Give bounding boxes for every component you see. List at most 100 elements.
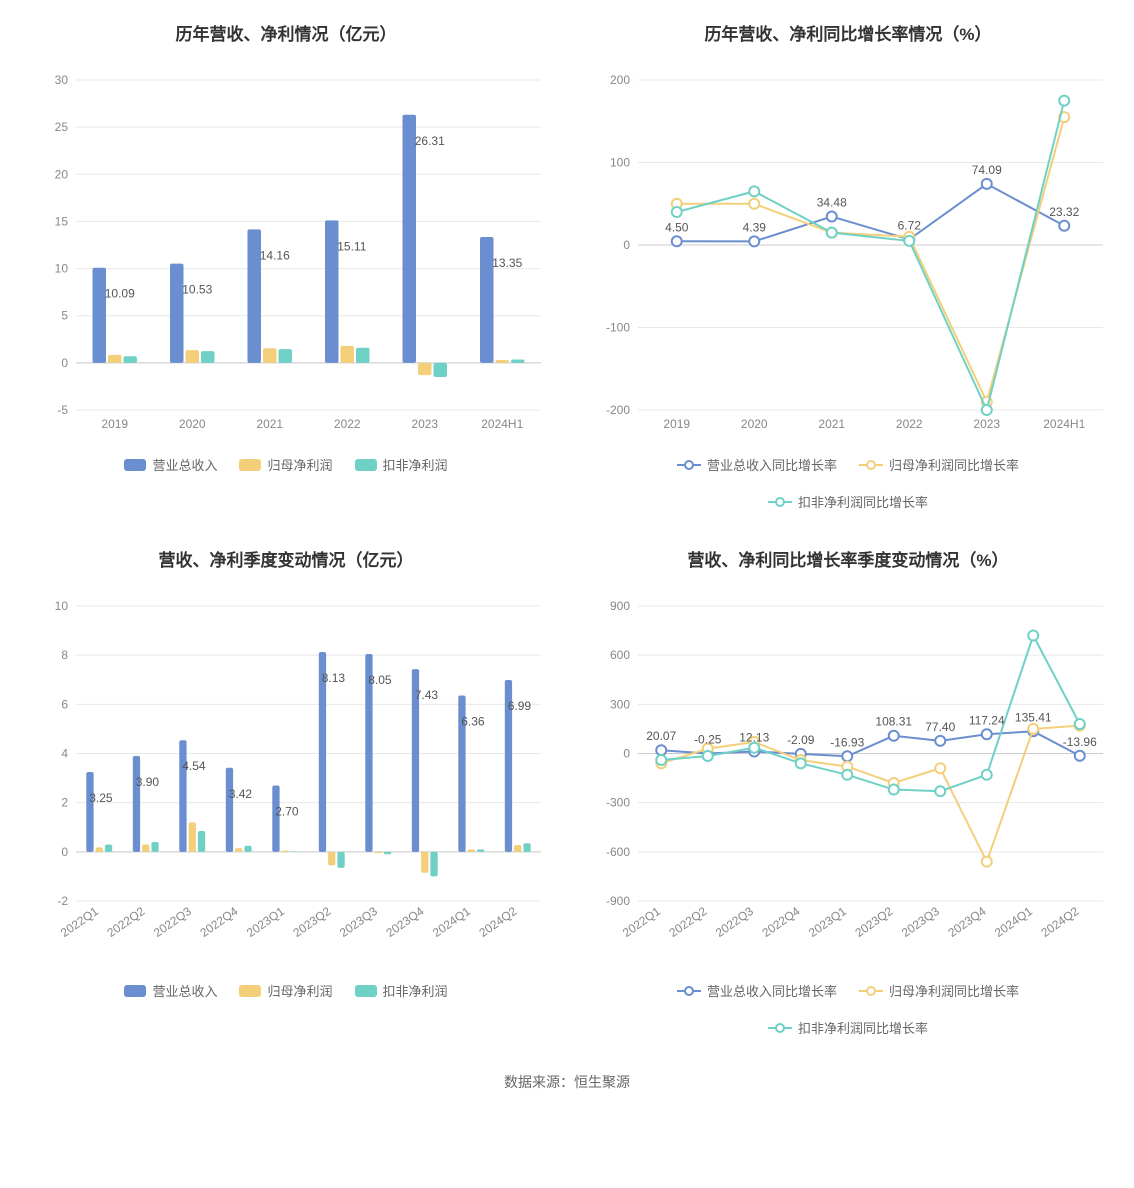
- svg-text:74.09: 74.09: [972, 163, 1002, 177]
- chart2-area: -200-10001002004.504.3934.486.7274.0923.…: [577, 70, 1119, 440]
- chart1-title: 历年营收、净利情况（亿元）: [15, 20, 557, 45]
- chart2-legend: 营业总收入同比增长率 归母净利润同比增长率 扣非净利润同比增长率: [577, 455, 1119, 511]
- svg-text:2023Q1: 2023Q1: [806, 904, 849, 940]
- svg-text:2023Q2: 2023Q2: [852, 904, 895, 940]
- bar-swatch-icon: [239, 459, 261, 471]
- svg-text:8.05: 8.05: [368, 673, 392, 687]
- svg-text:-200: -200: [606, 403, 630, 417]
- svg-text:2022Q4: 2022Q4: [197, 904, 240, 940]
- svg-text:0: 0: [623, 747, 630, 761]
- bar-swatch-icon: [124, 459, 146, 471]
- svg-text:2021: 2021: [818, 417, 845, 431]
- chart3-title: 营收、净利季度变动情况（亿元）: [15, 546, 557, 571]
- svg-text:4.54: 4.54: [182, 759, 206, 773]
- svg-text:2024Q1: 2024Q1: [992, 904, 1035, 940]
- chart4-svg: -900-600-300030060090020.07-0.2512.13-2.…: [577, 596, 1119, 966]
- svg-text:14.16: 14.16: [260, 248, 290, 262]
- chart1-legend: 营业总收入 归母净利润 扣非净利润: [15, 455, 557, 474]
- svg-text:600: 600: [610, 648, 630, 662]
- legend-item-net-profit-growth: 归母净利润同比增长率: [859, 455, 1019, 474]
- legend-label: 营业总收入: [152, 455, 217, 474]
- svg-text:2020: 2020: [179, 417, 206, 431]
- svg-text:-2: -2: [57, 894, 68, 908]
- legend-label: 归母净利润: [267, 455, 332, 474]
- svg-text:6.36: 6.36: [461, 714, 485, 728]
- svg-text:2019: 2019: [101, 417, 128, 431]
- svg-text:15: 15: [55, 214, 69, 228]
- bar-swatch-icon: [239, 985, 261, 997]
- svg-text:2022Q3: 2022Q3: [713, 904, 756, 940]
- svg-text:2021: 2021: [256, 417, 283, 431]
- legend-label: 归母净利润同比增长率: [889, 455, 1019, 474]
- legend-label: 扣非净利润同比增长率: [798, 1018, 928, 1037]
- svg-text:2023Q4: 2023Q4: [945, 904, 988, 940]
- legend-label: 营业总收入同比增长率: [707, 981, 837, 1000]
- svg-text:7.43: 7.43: [415, 688, 439, 702]
- legend-label: 营业总收入: [152, 981, 217, 1000]
- legend-label: 扣非净利润: [383, 981, 448, 1000]
- svg-text:34.48: 34.48: [817, 196, 847, 210]
- svg-text:2022Q2: 2022Q2: [104, 904, 147, 940]
- legend-item-net-profit-growth: 归母净利润同比增长率: [859, 981, 1019, 1000]
- svg-text:0: 0: [61, 845, 68, 859]
- svg-text:2023Q3: 2023Q3: [337, 904, 380, 940]
- svg-text:2023: 2023: [973, 417, 1000, 431]
- svg-text:2020: 2020: [741, 417, 768, 431]
- bar-swatch-icon: [124, 985, 146, 997]
- chart2-title: 历年营收、净利同比增长率情况（%）: [577, 20, 1119, 45]
- chart1-area: -505101520253010.0910.5314.1615.1126.311…: [15, 70, 557, 440]
- legend-item-revenue-growth: 营业总收入同比增长率: [677, 455, 837, 474]
- svg-text:2022Q3: 2022Q3: [151, 904, 194, 940]
- bar-swatch-icon: [355, 985, 377, 997]
- bar-swatch-icon: [355, 459, 377, 471]
- svg-text:3.90: 3.90: [136, 775, 160, 789]
- legend-item-net-profit: 归母净利润: [239, 981, 332, 1000]
- svg-text:3.42: 3.42: [229, 787, 253, 801]
- svg-text:2024Q2: 2024Q2: [476, 904, 519, 940]
- svg-text:300: 300: [610, 697, 630, 711]
- svg-text:-100: -100: [606, 321, 630, 335]
- svg-text:117.24: 117.24: [969, 713, 1005, 727]
- legend-item-nonrec-growth: 扣非净利润同比增长率: [768, 492, 928, 511]
- svg-text:2022Q1: 2022Q1: [620, 904, 663, 940]
- chart4-title: 营收、净利同比增长率季度变动情况（%）: [577, 546, 1119, 571]
- svg-text:2024H1: 2024H1: [481, 417, 523, 431]
- chart1-svg: -505101520253010.0910.5314.1615.1126.311…: [15, 70, 557, 440]
- legend-item-revenue-growth: 营业总收入同比增长率: [677, 981, 837, 1000]
- svg-text:0: 0: [623, 238, 630, 252]
- svg-text:12.13: 12.13: [739, 731, 769, 745]
- svg-text:2022: 2022: [334, 417, 361, 431]
- svg-text:0: 0: [61, 356, 68, 370]
- legend-item-net-profit: 归母净利润: [239, 455, 332, 474]
- chart4-legend: 营业总收入同比增长率 归母净利润同比增长率 扣非净利润同比增长率: [577, 981, 1119, 1037]
- panel-quarterly-growth-rate: 营收、净利同比增长率季度变动情况（%） -900-600-30003006009…: [572, 536, 1124, 1042]
- svg-text:20: 20: [55, 167, 69, 181]
- svg-text:8: 8: [61, 648, 68, 662]
- legend-label: 扣非净利润同比增长率: [798, 492, 928, 511]
- legend-label: 归母净利润: [267, 981, 332, 1000]
- svg-text:-16.93: -16.93: [830, 735, 864, 749]
- svg-text:23.32: 23.32: [1049, 205, 1079, 219]
- svg-text:4.39: 4.39: [743, 220, 767, 234]
- svg-text:2023Q3: 2023Q3: [899, 904, 942, 940]
- line-swatch-icon: [677, 985, 701, 997]
- panel-annual-revenue-profit: 历年营收、净利情况（亿元） -505101520253010.0910.5314…: [10, 10, 562, 516]
- legend-item-nonrec-growth: 扣非净利润同比增长率: [768, 1018, 928, 1037]
- svg-text:-600: -600: [606, 845, 630, 859]
- svg-text:5: 5: [61, 309, 68, 323]
- svg-text:-300: -300: [606, 796, 630, 810]
- legend-item-revenue: 营业总收入: [124, 455, 217, 474]
- svg-text:2019: 2019: [663, 417, 690, 431]
- chart3-svg: -202468103.253.904.543.422.708.138.057.4…: [15, 596, 557, 966]
- svg-text:2023Q2: 2023Q2: [290, 904, 333, 940]
- svg-text:2023Q4: 2023Q4: [383, 904, 426, 940]
- svg-text:6.99: 6.99: [508, 699, 532, 713]
- svg-text:6.72: 6.72: [898, 218, 922, 232]
- chart2-svg: -200-10001002004.504.3934.486.7274.0923.…: [577, 70, 1119, 440]
- panel-quarterly-revenue-profit: 营收、净利季度变动情况（亿元） -202468103.253.904.543.4…: [10, 536, 562, 1042]
- svg-text:-900: -900: [606, 894, 630, 908]
- svg-text:2022Q2: 2022Q2: [666, 904, 709, 940]
- svg-text:2022Q1: 2022Q1: [58, 904, 101, 940]
- svg-text:2024H1: 2024H1: [1043, 417, 1085, 431]
- svg-text:25: 25: [55, 120, 69, 134]
